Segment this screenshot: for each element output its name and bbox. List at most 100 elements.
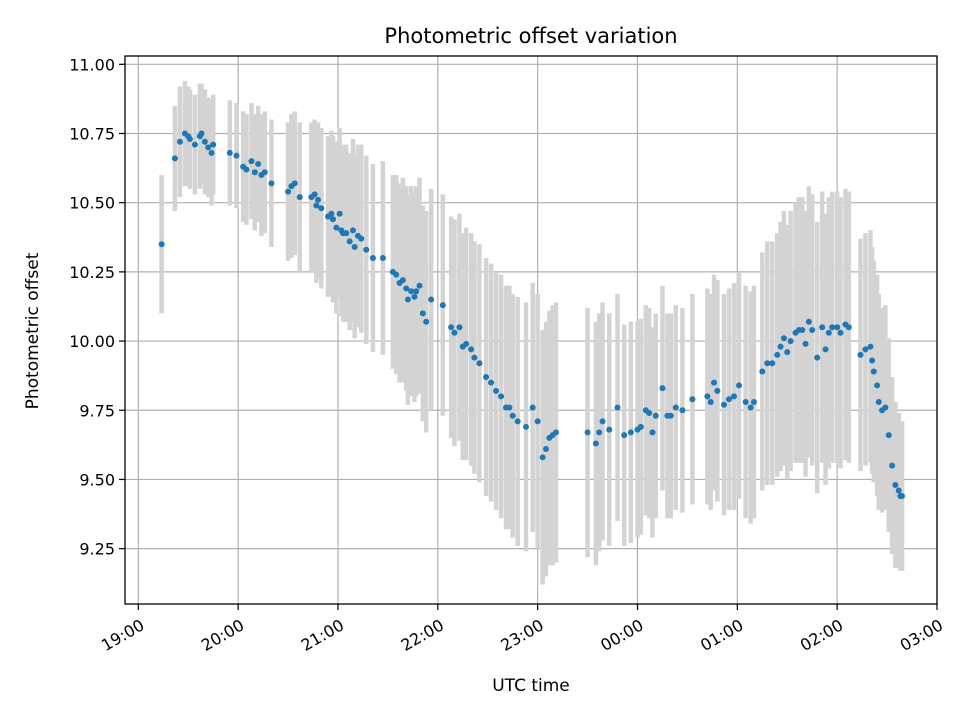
data-point	[726, 396, 733, 403]
y-tick-label: 9.75	[79, 401, 115, 420]
data-point	[539, 454, 546, 461]
data-point	[346, 238, 353, 245]
data-point	[867, 343, 874, 350]
y-axis-label: Photometric offset	[23, 252, 43, 409]
data-point	[313, 202, 320, 209]
chart-title: Photometric offset variation	[384, 24, 677, 48]
data-point	[882, 404, 889, 411]
data-point	[895, 487, 902, 494]
data-point	[774, 351, 781, 358]
data-point	[672, 404, 679, 411]
data-point	[428, 296, 435, 303]
data-point	[329, 216, 336, 223]
data-point	[369, 255, 376, 262]
data-point	[814, 354, 821, 361]
data-point	[825, 329, 832, 336]
data-point	[875, 398, 882, 405]
x-tick-label: 20:00	[198, 615, 247, 655]
x-axis-label: UTC time	[492, 676, 570, 696]
x-tick-label: 02:00	[797, 615, 846, 655]
data-point	[201, 138, 208, 145]
data-point	[423, 318, 430, 325]
data-point	[463, 340, 470, 347]
data-point	[606, 426, 613, 433]
data-point	[349, 227, 356, 234]
data-point	[451, 329, 458, 336]
data-point	[358, 235, 365, 242]
data-point	[750, 398, 757, 405]
data-point	[862, 346, 869, 353]
data-point	[328, 210, 335, 217]
data-point	[809, 327, 816, 333]
data-point	[468, 346, 475, 353]
data-point	[874, 382, 881, 389]
data-point	[198, 130, 205, 137]
data-point	[834, 324, 841, 331]
data-point	[261, 169, 268, 176]
data-point	[646, 410, 653, 417]
data-point	[233, 152, 240, 159]
data-point	[158, 241, 165, 248]
data-point	[837, 329, 844, 336]
data-point	[393, 271, 400, 278]
data-point	[408, 288, 415, 295]
data-point	[552, 429, 559, 436]
data-point	[529, 404, 536, 411]
data-point	[268, 180, 275, 187]
data-point	[411, 293, 418, 300]
x-tick-label: 21:00	[298, 615, 347, 655]
data-point	[285, 188, 292, 195]
data-point	[448, 324, 455, 331]
data-point	[652, 412, 659, 419]
data-point	[742, 398, 749, 405]
x-tick-label: 23:00	[497, 615, 546, 655]
data-point	[659, 385, 666, 392]
x-tick-label: 19:00	[98, 615, 147, 655]
y-tick-label: 10.50	[69, 194, 115, 213]
data-point	[343, 230, 350, 237]
error-bars	[159, 80, 905, 585]
data-point	[379, 255, 386, 262]
data-point	[534, 418, 541, 425]
y-tick-label: 10.75	[69, 124, 115, 143]
data-point	[336, 210, 343, 217]
data-points	[158, 130, 906, 500]
data-point	[802, 340, 809, 347]
data-point	[689, 396, 696, 403]
data-point	[822, 346, 829, 353]
data-point	[186, 136, 193, 143]
data-point	[731, 393, 737, 400]
data-point	[514, 418, 521, 425]
data-point	[311, 191, 318, 198]
data-point	[714, 387, 721, 394]
data-point	[899, 493, 906, 500]
data-point	[205, 144, 212, 151]
data-point	[251, 169, 258, 176]
data-point	[769, 360, 776, 367]
data-point	[747, 404, 754, 411]
data-point	[333, 224, 340, 231]
data-point	[404, 296, 411, 303]
data-point	[416, 282, 423, 289]
data-point	[493, 387, 500, 394]
data-point	[413, 288, 420, 295]
plot-frame	[124, 55, 938, 605]
data-point	[845, 324, 852, 331]
data-point	[191, 141, 198, 148]
data-point	[649, 429, 656, 436]
data-point	[476, 360, 483, 367]
data-point	[596, 429, 603, 436]
data-point	[176, 138, 183, 145]
data-point	[819, 324, 826, 331]
data-point	[255, 160, 262, 167]
x-tick-label: 01:00	[697, 615, 746, 655]
y-tick-label: 10.25	[69, 263, 115, 282]
data-point	[667, 412, 674, 419]
data-point	[506, 404, 513, 411]
x-tick-label: 03:00	[897, 615, 946, 655]
data-point	[707, 398, 714, 405]
data-point	[759, 368, 766, 375]
data-point	[764, 360, 771, 367]
data-point	[291, 180, 298, 187]
